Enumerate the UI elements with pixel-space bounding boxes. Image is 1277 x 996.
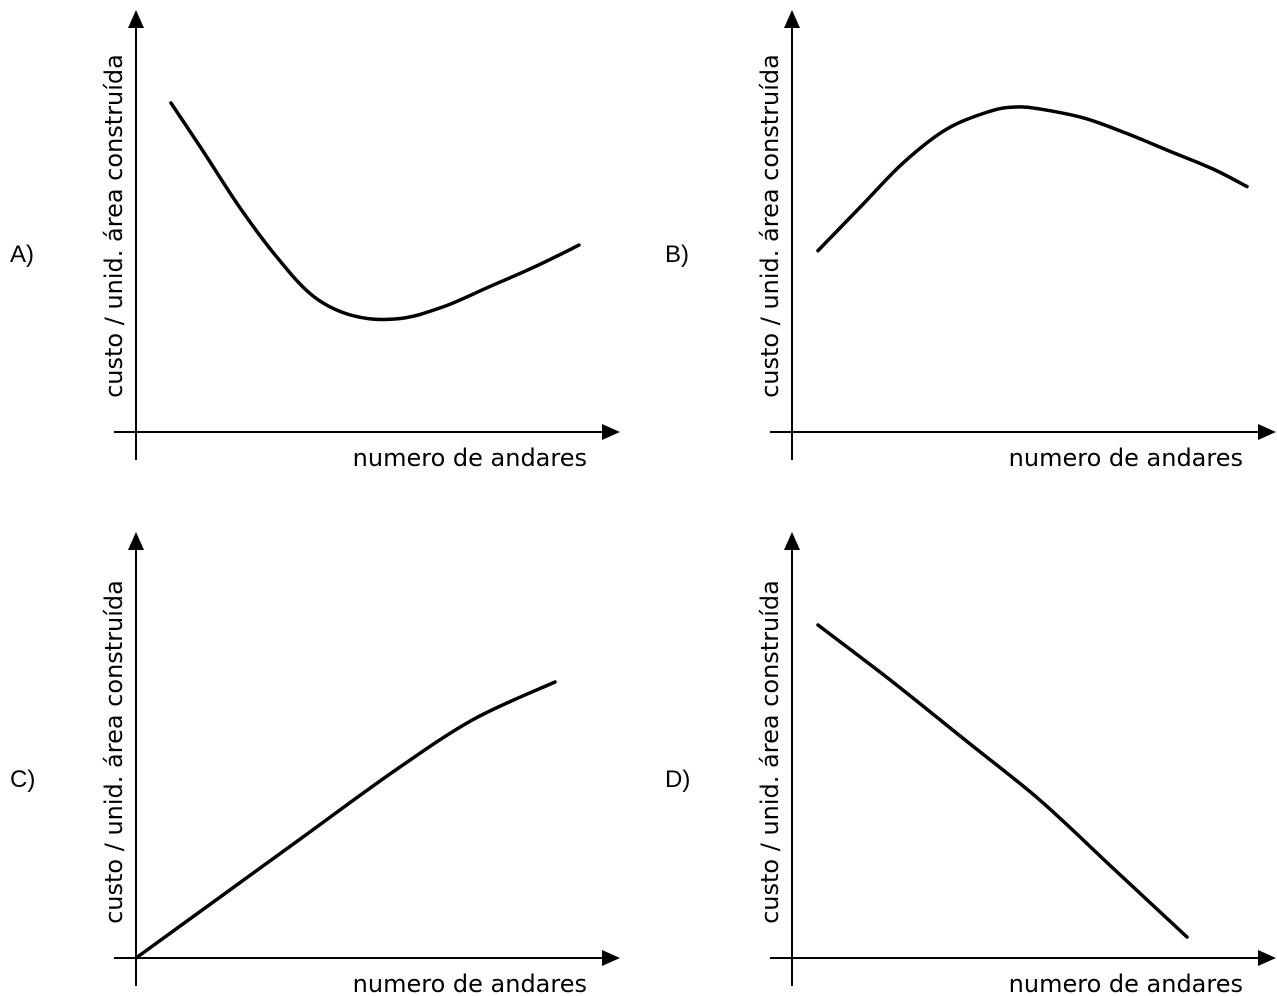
series-line	[816, 623, 1189, 939]
y-axis-label: custo / unid. área construída	[100, 580, 128, 924]
option-label: D)	[665, 766, 690, 793]
y-axis-arrow-icon	[128, 532, 144, 550]
x-axis-label: numero de andares	[353, 970, 587, 996]
chart-panel-c: C) custo / unid. área construída numero de…	[10, 532, 620, 996]
option-label: B)	[665, 241, 689, 268]
y-axis-arrow-icon	[784, 532, 800, 550]
y-axis-arrow-icon	[784, 10, 800, 28]
x-axis-arrow-icon	[602, 424, 620, 440]
x-axis-arrow-icon	[1258, 424, 1276, 440]
x-axis-arrow-icon	[602, 950, 620, 966]
x-axis-label: numero de andares	[1009, 970, 1243, 996]
chart-panel-b: B) custo / unid. área construída numero de…	[665, 10, 1276, 472]
y-axis-label: custo / unid. área construída	[756, 580, 784, 924]
series-line	[816, 105, 1249, 253]
x-axis-label: numero de andares	[1009, 444, 1243, 472]
y-axis-label: custo / unid. área construída	[756, 54, 784, 398]
y-axis-label: custo / unid. área construída	[100, 54, 128, 398]
series-line	[169, 101, 581, 322]
x-axis-arrow-icon	[1258, 950, 1276, 966]
option-label: C)	[10, 766, 35, 793]
y-axis-arrow-icon	[128, 10, 144, 28]
chart-panel-d: D) custo / unid. área construída numero de…	[665, 532, 1276, 996]
option-label: A)	[10, 241, 34, 268]
x-axis-label: numero de andares	[353, 444, 587, 472]
series-line	[134, 680, 557, 960]
chart-panel-a: A) custo / unid. área construída numero de…	[10, 10, 620, 472]
